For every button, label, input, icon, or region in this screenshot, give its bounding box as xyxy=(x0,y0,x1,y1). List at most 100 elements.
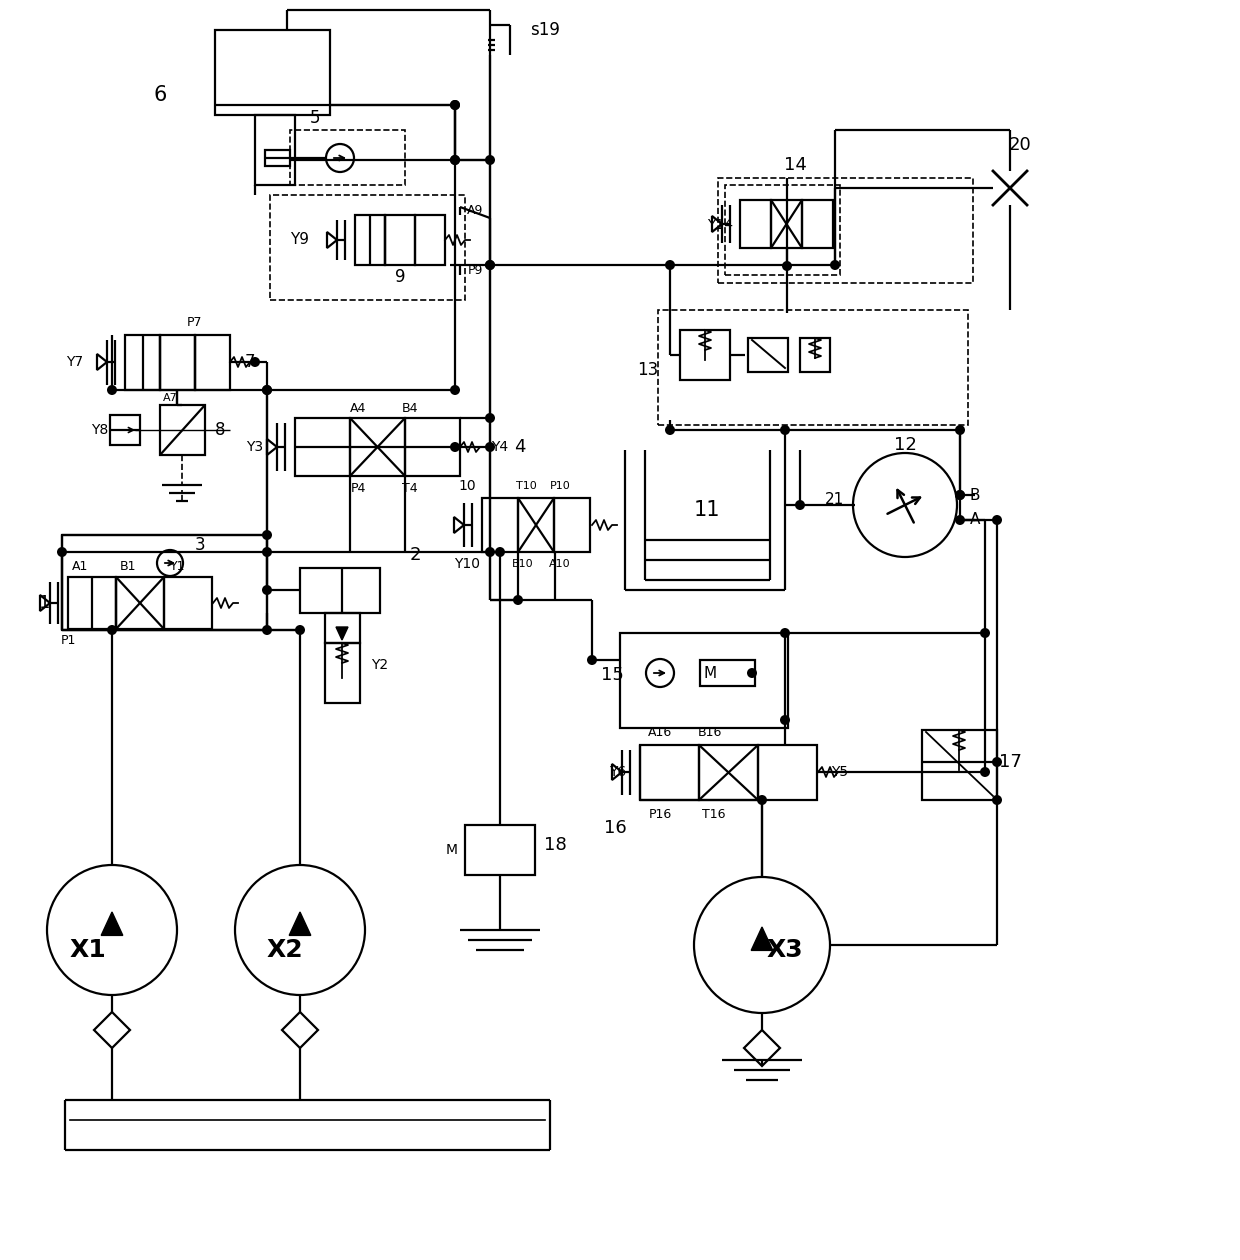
Circle shape xyxy=(992,515,1002,525)
Text: A1: A1 xyxy=(72,561,88,573)
Text: Y14: Y14 xyxy=(707,218,733,232)
Text: Y9: Y9 xyxy=(290,233,310,247)
Bar xyxy=(771,200,802,248)
Bar xyxy=(554,498,590,552)
Bar xyxy=(701,660,755,685)
Bar xyxy=(758,745,817,800)
Text: Y4: Y4 xyxy=(491,440,508,454)
Text: A4: A4 xyxy=(350,402,366,415)
Text: 3: 3 xyxy=(195,536,206,554)
Text: A: A xyxy=(970,513,980,528)
Text: X3: X3 xyxy=(766,937,804,961)
Circle shape xyxy=(450,386,460,394)
Bar xyxy=(117,577,164,629)
Bar xyxy=(350,418,405,476)
Text: 9: 9 xyxy=(394,268,405,286)
Bar xyxy=(384,215,415,265)
Text: B: B xyxy=(970,488,981,503)
Circle shape xyxy=(782,261,792,271)
Text: P4: P4 xyxy=(351,481,366,494)
Bar xyxy=(125,335,160,391)
Text: Y8: Y8 xyxy=(92,423,109,437)
Text: A16: A16 xyxy=(647,727,672,740)
Text: B4: B4 xyxy=(402,402,418,415)
Text: 2: 2 xyxy=(409,546,420,564)
Text: P1: P1 xyxy=(61,635,76,648)
Circle shape xyxy=(495,547,505,557)
Text: A10: A10 xyxy=(549,559,570,570)
Text: B16: B16 xyxy=(698,727,722,740)
Bar xyxy=(482,498,518,552)
Text: T10: T10 xyxy=(516,481,537,491)
Polygon shape xyxy=(102,912,123,935)
Circle shape xyxy=(250,357,260,367)
Text: 4: 4 xyxy=(515,438,526,456)
Circle shape xyxy=(295,625,305,635)
Circle shape xyxy=(992,795,1002,805)
Circle shape xyxy=(746,668,756,678)
Text: X1: X1 xyxy=(69,937,107,961)
Bar xyxy=(740,200,771,248)
Bar xyxy=(718,178,973,284)
Text: 17: 17 xyxy=(998,753,1022,771)
Circle shape xyxy=(587,655,596,665)
Bar xyxy=(800,338,830,372)
Bar xyxy=(748,338,787,372)
Circle shape xyxy=(780,627,790,638)
Text: 20: 20 xyxy=(1008,136,1032,154)
Circle shape xyxy=(450,155,460,165)
Bar xyxy=(160,404,205,455)
Circle shape xyxy=(262,530,272,541)
Text: 13: 13 xyxy=(637,362,658,379)
Text: P7: P7 xyxy=(187,315,203,329)
Bar xyxy=(110,415,140,445)
Bar xyxy=(658,310,968,425)
Bar xyxy=(290,130,405,185)
Bar xyxy=(518,498,554,552)
Bar xyxy=(215,30,330,115)
Text: 14: 14 xyxy=(784,156,806,174)
Circle shape xyxy=(450,100,460,110)
Circle shape xyxy=(485,260,495,270)
Bar xyxy=(923,730,997,800)
Circle shape xyxy=(450,155,460,165)
Bar xyxy=(640,745,699,800)
Text: T4: T4 xyxy=(402,481,418,494)
Text: X2: X2 xyxy=(267,937,304,961)
Bar xyxy=(62,536,267,630)
Text: 7: 7 xyxy=(244,353,255,370)
Text: P10: P10 xyxy=(549,481,570,491)
Text: 21: 21 xyxy=(826,493,844,508)
Text: M: M xyxy=(446,843,458,857)
Bar xyxy=(300,568,379,614)
Bar xyxy=(465,825,534,874)
Circle shape xyxy=(107,386,117,394)
Bar xyxy=(355,215,384,265)
Circle shape xyxy=(980,627,990,638)
Text: Y6: Y6 xyxy=(609,765,626,779)
Bar xyxy=(405,418,460,476)
Text: T16: T16 xyxy=(702,808,725,820)
Bar xyxy=(415,215,445,265)
Circle shape xyxy=(450,442,460,452)
Text: 5: 5 xyxy=(310,110,320,127)
Circle shape xyxy=(992,757,1002,767)
Circle shape xyxy=(980,767,990,777)
Circle shape xyxy=(450,100,460,110)
Text: 6: 6 xyxy=(154,84,166,105)
Text: 8: 8 xyxy=(215,421,226,438)
Circle shape xyxy=(107,625,117,635)
Bar xyxy=(160,335,195,391)
Text: s19: s19 xyxy=(529,21,560,39)
Text: 11: 11 xyxy=(693,500,720,520)
Circle shape xyxy=(830,260,839,270)
Circle shape xyxy=(485,442,495,452)
Circle shape xyxy=(955,515,965,525)
Circle shape xyxy=(795,500,805,510)
Bar xyxy=(68,577,117,629)
Text: Y3: Y3 xyxy=(247,440,264,454)
Circle shape xyxy=(756,795,768,805)
Circle shape xyxy=(262,386,272,394)
Text: Y1: Y1 xyxy=(170,561,186,573)
Text: A9: A9 xyxy=(466,204,484,217)
